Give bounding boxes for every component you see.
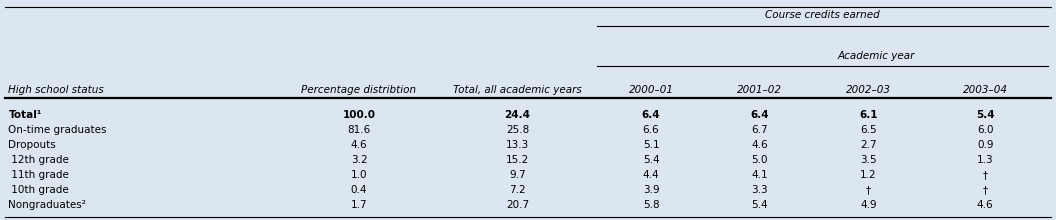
Text: 2001–02: 2001–02 xyxy=(737,85,782,95)
Text: 6.0: 6.0 xyxy=(977,125,994,135)
Text: Total, all academic years: Total, all academic years xyxy=(453,85,582,95)
Text: 0.9: 0.9 xyxy=(977,140,994,150)
Text: 1.2: 1.2 xyxy=(861,170,876,180)
Text: 6.5: 6.5 xyxy=(861,125,876,135)
Text: 5.4: 5.4 xyxy=(643,155,659,165)
Text: Nongraduates²: Nongraduates² xyxy=(8,200,87,210)
Text: 13.3: 13.3 xyxy=(506,140,529,150)
Text: 25.8: 25.8 xyxy=(506,125,529,135)
Text: Dropouts: Dropouts xyxy=(8,140,56,150)
Text: 2002–03: 2002–03 xyxy=(846,85,891,95)
Text: 9.7: 9.7 xyxy=(509,170,526,180)
Text: 3.2: 3.2 xyxy=(351,155,367,165)
Text: 4.9: 4.9 xyxy=(861,200,876,210)
Text: 2.7: 2.7 xyxy=(861,140,876,150)
Text: 81.6: 81.6 xyxy=(347,125,371,135)
Text: 4.6: 4.6 xyxy=(977,200,994,210)
Text: Course credits earned: Course credits earned xyxy=(765,10,880,20)
Text: Percentage distribtion: Percentage distribtion xyxy=(301,85,417,95)
Text: 5.0: 5.0 xyxy=(752,155,768,165)
Text: 3.9: 3.9 xyxy=(643,185,659,195)
Text: 5.4: 5.4 xyxy=(976,110,995,120)
Text: 1.0: 1.0 xyxy=(351,170,367,180)
Text: 6.4: 6.4 xyxy=(642,110,660,120)
Text: 6.7: 6.7 xyxy=(752,125,768,135)
Text: 7.2: 7.2 xyxy=(509,185,526,195)
Text: 6.4: 6.4 xyxy=(751,110,769,120)
Text: 5.8: 5.8 xyxy=(643,200,659,210)
Text: 3.5: 3.5 xyxy=(861,155,876,165)
Text: 5.4: 5.4 xyxy=(752,200,768,210)
Text: 6.6: 6.6 xyxy=(643,125,659,135)
Text: 3.3: 3.3 xyxy=(752,185,768,195)
Text: 4.1: 4.1 xyxy=(752,170,768,180)
Text: 24.4: 24.4 xyxy=(505,110,530,120)
Text: 2003–04: 2003–04 xyxy=(963,85,1007,95)
Text: †: † xyxy=(983,185,987,195)
Text: †: † xyxy=(866,185,871,195)
Text: Total¹: Total¹ xyxy=(8,110,42,120)
Text: 4.6: 4.6 xyxy=(351,140,367,150)
Text: 4.4: 4.4 xyxy=(643,170,659,180)
Text: 5.1: 5.1 xyxy=(643,140,659,150)
Text: 20.7: 20.7 xyxy=(506,200,529,210)
Text: 10th grade: 10th grade xyxy=(8,185,70,195)
Text: 12th grade: 12th grade xyxy=(8,155,70,165)
Text: Academic year: Academic year xyxy=(837,51,916,60)
Text: 2000–01: 2000–01 xyxy=(628,85,674,95)
Text: 1.3: 1.3 xyxy=(977,155,994,165)
Text: 1.7: 1.7 xyxy=(351,200,367,210)
Text: 15.2: 15.2 xyxy=(506,155,529,165)
Text: 11th grade: 11th grade xyxy=(8,170,70,180)
Text: 6.1: 6.1 xyxy=(860,110,878,120)
Text: †: † xyxy=(983,170,987,180)
Text: High school status: High school status xyxy=(8,85,105,95)
Text: On-time graduates: On-time graduates xyxy=(8,125,107,135)
Text: 100.0: 100.0 xyxy=(342,110,376,120)
Text: 4.6: 4.6 xyxy=(752,140,768,150)
Text: 0.4: 0.4 xyxy=(351,185,367,195)
